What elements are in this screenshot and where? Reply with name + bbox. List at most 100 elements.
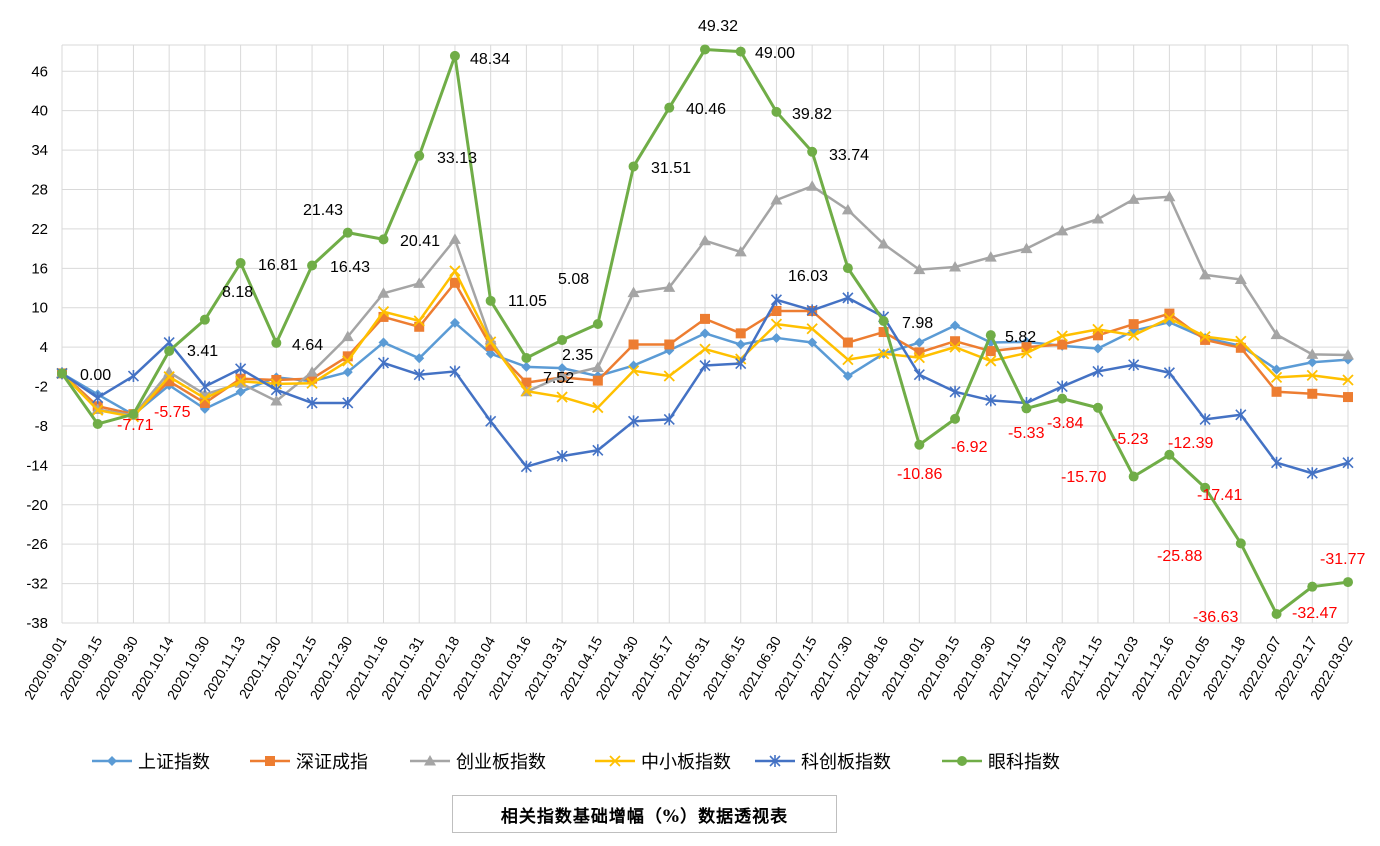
data-point [413, 315, 425, 327]
data-point [449, 277, 460, 288]
data-label: -12.39 [1168, 435, 1213, 452]
data-point [449, 365, 461, 378]
data-point [913, 352, 925, 364]
data-point [92, 391, 104, 404]
data-point [628, 339, 639, 350]
data-point [557, 363, 568, 374]
data-point [235, 386, 246, 397]
data-point [485, 348, 496, 359]
data-point [771, 306, 782, 317]
legend-item: 深证成指 [250, 752, 368, 773]
data-point [1306, 467, 1318, 480]
data-point [1342, 374, 1354, 386]
data-label: 49.00 [755, 45, 795, 62]
x-axis-ticks: 2020.09.012020.09.152020.09.302020.10.14… [21, 633, 1356, 702]
data-point [1128, 319, 1139, 330]
data-point [199, 314, 210, 325]
data-point [735, 46, 746, 57]
data-point [700, 313, 710, 324]
data-point [735, 357, 747, 370]
data-point [985, 355, 997, 367]
data-point [557, 335, 568, 346]
legend-label: 深证成指 [296, 752, 368, 773]
y-tick-label: -2 [35, 379, 48, 396]
data-point [770, 194, 783, 205]
data-point [735, 339, 746, 350]
legend-marker [609, 755, 621, 767]
data-point [520, 460, 532, 473]
data-label: -31.77 [1320, 551, 1365, 568]
data-point [699, 234, 711, 246]
data-point [1020, 347, 1033, 359]
data-label: -5.23 [1112, 431, 1149, 448]
data-point [985, 346, 996, 357]
data-point [1343, 392, 1353, 403]
grid [61, 44, 1349, 624]
data-point [342, 227, 353, 238]
data-point [342, 355, 354, 367]
data-point [592, 375, 603, 386]
data-label: -15.70 [1061, 469, 1106, 486]
data-point [950, 320, 961, 331]
data-point [914, 439, 925, 450]
data-point [806, 180, 819, 191]
data-point [592, 401, 604, 414]
data-label: 5.08 [558, 271, 589, 288]
data-label: -10.86 [897, 466, 942, 483]
data-point [700, 328, 710, 339]
data-point [770, 293, 783, 306]
data-point [1199, 330, 1211, 343]
data-point [949, 341, 961, 353]
data-point [807, 337, 818, 348]
data-label: 16.03 [788, 268, 828, 285]
data-point [1128, 329, 1140, 341]
data-point [377, 306, 390, 318]
data-point [1163, 190, 1176, 202]
data-point [306, 396, 318, 409]
data-point [771, 106, 782, 117]
data-label: 16.43 [330, 259, 370, 276]
data-point [271, 374, 282, 385]
data-point [234, 375, 247, 387]
legend-marker [107, 756, 117, 766]
data-label: 11.05 [508, 293, 547, 310]
data-label: -17.41 [1197, 487, 1242, 504]
data-point [307, 260, 318, 271]
data-label: 48.34 [470, 51, 510, 68]
data-point [1164, 449, 1175, 460]
data-point [627, 365, 640, 377]
data-point [164, 346, 175, 357]
data-point [306, 366, 319, 377]
legend-item: 眼科指数 [942, 752, 1060, 773]
data-point [448, 233, 461, 244]
data-point [377, 356, 390, 369]
y-axis-ticks: 46 40 34 28 22 16 10 4 -2 -8 -14 -20 -26 -32 -38 [26, 63, 48, 632]
legend-label: 中小板指数 [641, 752, 731, 773]
data-point [413, 368, 425, 381]
data-point [556, 391, 568, 403]
legend-marker [957, 756, 967, 766]
data-point [770, 318, 783, 330]
data-point [414, 150, 425, 161]
data-point [306, 377, 318, 389]
legend-label: 创业板指数 [456, 752, 546, 773]
y-tick-label: 34 [31, 142, 48, 159]
data-point [1092, 402, 1103, 413]
data-point [413, 277, 426, 288]
data-point [1271, 609, 1282, 620]
y-tick-label: -8 [35, 418, 48, 435]
data-point [628, 161, 639, 172]
data-point [913, 263, 926, 275]
data-point [842, 263, 853, 274]
data-label: 49.32 [698, 18, 738, 35]
legend-marker [424, 755, 436, 766]
data-point [877, 348, 890, 360]
data-point [699, 359, 711, 372]
data-label: -5.33 [1008, 425, 1045, 442]
data-point [485, 295, 496, 306]
legend-marker [769, 755, 781, 767]
data-point [949, 261, 962, 272]
data-point [342, 396, 354, 409]
data-label: 21.43 [303, 202, 343, 219]
data-point [842, 371, 853, 382]
